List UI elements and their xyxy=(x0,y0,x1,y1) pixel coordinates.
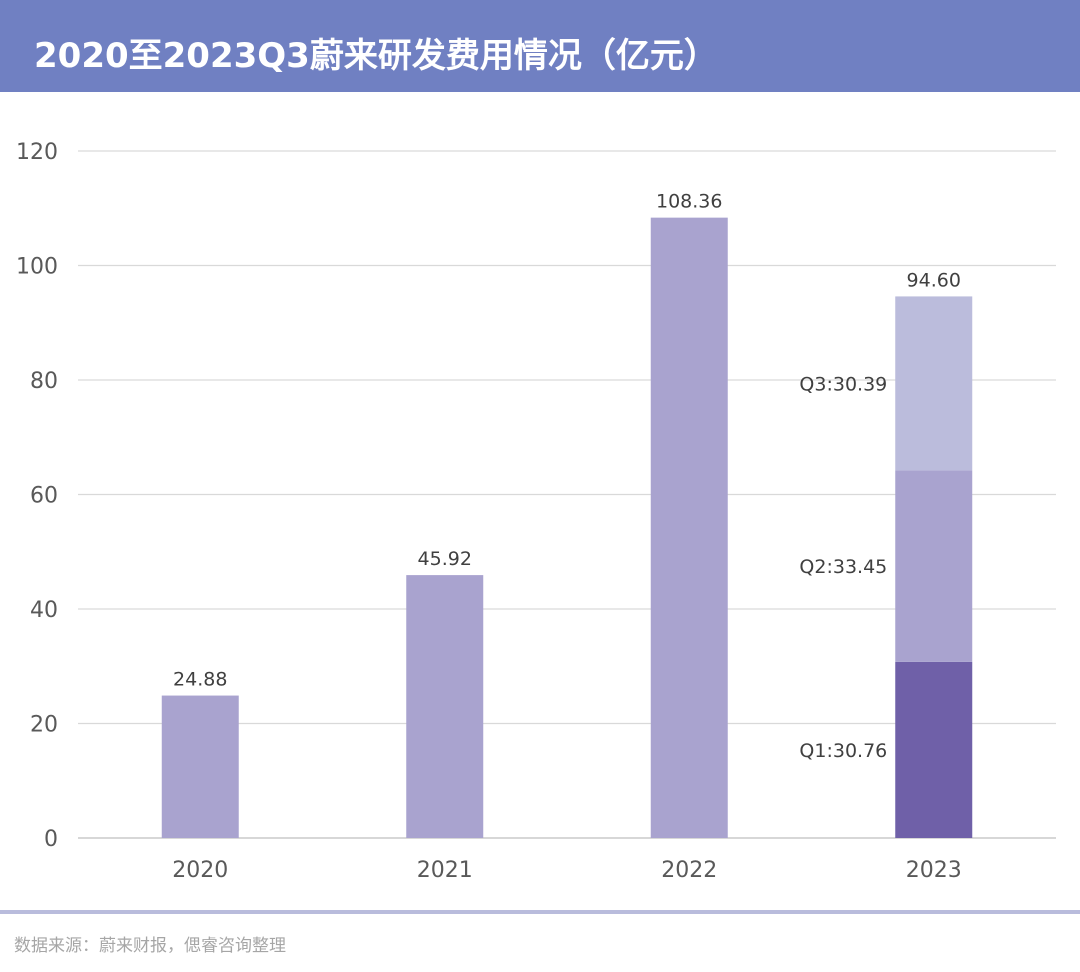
segment-label: Q3:30.39 xyxy=(799,373,887,395)
value-label: 108.36 xyxy=(656,191,722,213)
bar-chart: 0 20 40 60 80 100 120 2020 2021 2022 2023 24.88 45… xyxy=(16,140,1056,883)
bar-segment xyxy=(895,470,973,662)
value-label: 45.92 xyxy=(418,548,472,570)
value-label: 24.88 xyxy=(173,669,227,691)
y-tick-label: 40 xyxy=(30,598,58,623)
x-tick-label: 2020 xyxy=(172,858,228,883)
segment-label: Q2:33.45 xyxy=(799,556,887,578)
y-axis: 0 20 40 60 80 100 120 xyxy=(16,140,58,852)
bottom-divider xyxy=(0,910,1080,914)
data-labels: 24.88 45.92 108.36 Q1:30.76 Q2:33.45 Q3:30.39… xyxy=(173,191,961,762)
y-tick-label: 0 xyxy=(44,827,58,852)
y-tick-label: 60 xyxy=(30,484,58,509)
y-tick-label: 120 xyxy=(16,140,58,165)
x-tick-label: 2023 xyxy=(906,858,962,883)
chart-title: 2020至2023Q3蔚来研发费用情况（亿元） xyxy=(34,36,718,76)
source-note: 数据来源：蔚来财报，偲睿咨询整理 xyxy=(14,936,286,956)
x-tick-label: 2021 xyxy=(417,858,473,883)
value-label: 94.60 xyxy=(907,269,961,291)
bar xyxy=(650,217,728,838)
bar-segment xyxy=(895,661,973,838)
bars xyxy=(161,217,973,838)
bar xyxy=(406,575,484,838)
y-tick-label: 20 xyxy=(30,713,58,738)
x-axis: 2020 2021 2022 2023 xyxy=(172,858,962,883)
y-tick-label: 100 xyxy=(16,255,58,280)
gridlines xyxy=(78,150,1056,839)
x-tick-label: 2022 xyxy=(661,858,717,883)
chart-header: 2020至2023Q3蔚来研发费用情况（亿元） xyxy=(0,0,1080,92)
y-tick-label: 80 xyxy=(30,369,58,394)
segment-label: Q1:30.76 xyxy=(799,740,887,762)
bar-segment xyxy=(895,296,973,471)
bar xyxy=(161,695,239,838)
